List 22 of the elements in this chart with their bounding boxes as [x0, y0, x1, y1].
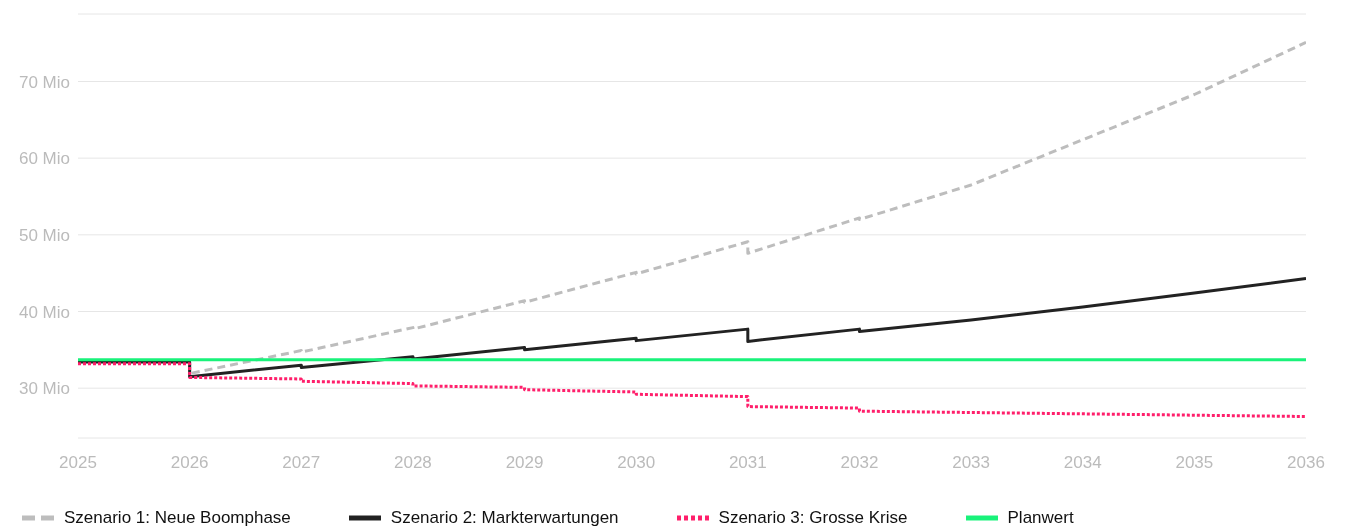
x-tick-label: 2036 — [1287, 453, 1325, 473]
line-series — [78, 362, 1306, 419]
legend-label: Szenario 3: Grosse Krise — [718, 508, 908, 528]
x-tick-label: 2027 — [282, 453, 321, 473]
x-tick-label: 2025 — [59, 453, 97, 473]
x-tick-label: 2032 — [840, 453, 879, 473]
legend-label: Szenario 2: Markterwartungen — [390, 508, 619, 528]
x-tick-label: 2035 — [1175, 453, 1214, 473]
legend-label: Planwert — [1007, 508, 1074, 528]
y-tick-label: 30 Mio — [18, 379, 70, 399]
x-tick-label: 2030 — [617, 453, 656, 473]
x-tick-label: 2031 — [728, 453, 767, 473]
x-tick-label: 2034 — [1063, 453, 1102, 473]
legend-label: Szenario 1: Neue Boomphase — [64, 508, 291, 528]
x-tick-label: 2026 — [170, 453, 209, 473]
y-tick-label: 60 Mio — [18, 149, 70, 169]
y-tick-label: 40 Mio — [18, 302, 70, 322]
y-tick-label: 50 Mio — [18, 225, 70, 245]
y-tick-label: 70 Mio — [18, 72, 70, 92]
x-tick-label: 2033 — [952, 453, 990, 473]
x-tick-label: 2029 — [505, 453, 544, 473]
x-tick-label: 2028 — [394, 453, 432, 473]
